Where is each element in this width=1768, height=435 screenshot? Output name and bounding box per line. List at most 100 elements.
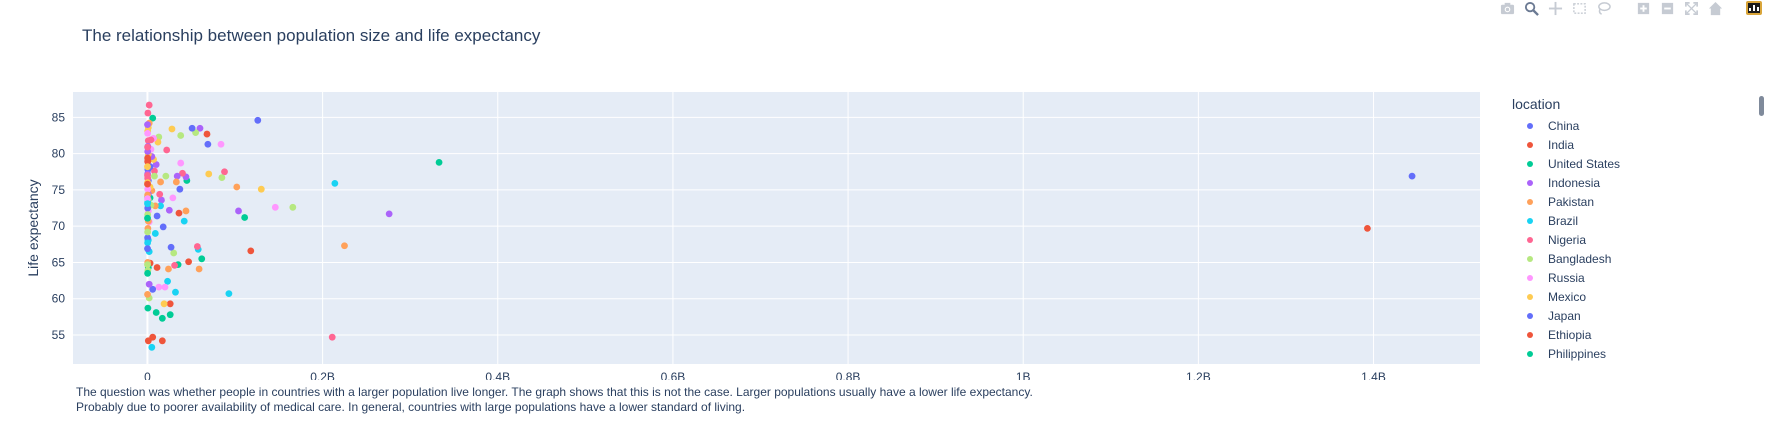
data-point[interactable] [179, 169, 186, 177]
zoom-icon[interactable] [1522, 0, 1540, 16]
data-point[interactable] [144, 109, 152, 117]
data-point[interactable] [165, 265, 172, 273]
data-point[interactable] [159, 223, 167, 231]
box-select-icon[interactable] [1570, 0, 1588, 16]
data-point[interactable] [162, 172, 170, 180]
lasso-icon[interactable] [1594, 0, 1612, 16]
legend-item[interactable]: Japan [1512, 306, 1620, 325]
data-point[interactable] [151, 172, 158, 180]
data-point[interactable] [170, 249, 178, 257]
camera-icon[interactable] [1498, 0, 1516, 16]
data-point[interactable] [196, 124, 204, 132]
data-point[interactable] [241, 214, 249, 221]
data-point[interactable] [144, 180, 151, 188]
data-point[interactable] [151, 167, 158, 175]
data-point[interactable] [155, 133, 163, 141]
legend-item[interactable]: Philippines [1512, 344, 1620, 363]
legend-item[interactable]: Bangladesh [1512, 249, 1620, 268]
legend-scrollbar[interactable] [1759, 96, 1764, 116]
legend-item[interactable]: Russia [1512, 268, 1620, 287]
data-point[interactable] [289, 203, 297, 211]
data-point[interactable] [271, 203, 279, 211]
data-point[interactable] [144, 228, 152, 236]
data-point[interactable] [166, 300, 174, 308]
data-point[interactable] [155, 283, 163, 291]
legend-item[interactable]: Indonesia [1512, 173, 1620, 192]
legend-item[interactable]: Nigeria [1512, 230, 1620, 249]
data-point[interactable] [171, 261, 178, 269]
data-point[interactable] [198, 255, 206, 263]
data-point[interactable] [225, 290, 233, 298]
data-point[interactable] [144, 200, 151, 208]
data-point[interactable] [203, 130, 211, 138]
legend-item[interactable]: Pakistan [1512, 192, 1620, 211]
data-point[interactable] [257, 185, 265, 193]
data-point[interactable] [161, 283, 169, 291]
data-point[interactable] [160, 300, 168, 308]
data-point[interactable] [164, 277, 171, 285]
data-point[interactable] [176, 185, 184, 193]
data-point[interactable] [144, 137, 152, 144]
data-point[interactable] [163, 146, 171, 154]
data-point[interactable] [152, 161, 160, 168]
legend-item[interactable]: India [1512, 135, 1620, 154]
data-point[interactable] [254, 116, 262, 124]
data-point[interactable] [172, 178, 180, 186]
data-point[interactable] [247, 247, 255, 255]
data-point[interactable] [144, 172, 151, 179]
data-point[interactable] [175, 209, 183, 217]
plotly-logo-icon[interactable] [1746, 1, 1762, 15]
data-point[interactable] [145, 280, 153, 288]
data-point[interactable] [233, 183, 241, 191]
data-point[interactable] [144, 195, 151, 203]
data-point[interactable] [1408, 172, 1416, 180]
data-point[interactable] [144, 304, 152, 312]
data-point[interactable] [144, 121, 151, 129]
data-point[interactable] [172, 288, 179, 296]
data-point[interactable] [185, 258, 193, 266]
data-point[interactable] [145, 101, 153, 109]
data-point[interactable] [182, 207, 190, 215]
data-point[interactable] [144, 234, 152, 242]
data-point[interactable] [144, 143, 152, 151]
data-point[interactable] [165, 206, 173, 214]
data-point[interactable] [169, 194, 177, 202]
data-point[interactable] [158, 196, 165, 204]
data-point[interactable] [144, 245, 151, 253]
data-point[interactable] [435, 158, 443, 166]
data-point[interactable] [152, 309, 160, 316]
legend-item[interactable]: Ethiopia [1512, 325, 1620, 344]
data-point[interactable] [195, 265, 203, 273]
data-point[interactable] [218, 174, 226, 181]
zoom-in-icon[interactable] [1634, 0, 1652, 16]
data-point[interactable] [153, 264, 161, 271]
data-point[interactable] [144, 337, 152, 345]
data-point[interactable] [153, 212, 161, 220]
data-point[interactable] [204, 140, 212, 148]
data-point[interactable] [157, 202, 164, 210]
data-point[interactable] [158, 337, 166, 345]
data-point[interactable] [149, 114, 157, 122]
data-point[interactable] [144, 185, 152, 193]
data-point[interactable] [149, 285, 157, 293]
data-point[interactable] [205, 170, 213, 178]
data-point[interactable] [221, 168, 228, 176]
legend-item[interactable]: Mexico [1512, 287, 1620, 306]
data-point[interactable] [331, 179, 339, 187]
autoscale-icon[interactable] [1682, 0, 1700, 16]
pan-icon[interactable] [1546, 0, 1564, 16]
data-point[interactable] [177, 159, 185, 167]
data-point[interactable] [385, 210, 393, 218]
legend-item[interactable]: China [1512, 116, 1620, 135]
data-point[interactable] [157, 178, 164, 186]
data-point[interactable] [151, 230, 159, 237]
legend-item[interactable]: United States [1512, 154, 1620, 173]
reset-axes-icon[interactable] [1706, 0, 1724, 16]
data-point[interactable] [177, 132, 185, 139]
data-point[interactable] [180, 217, 188, 225]
data-point[interactable] [148, 343, 156, 351]
data-point[interactable] [144, 290, 151, 298]
data-point[interactable] [193, 243, 201, 250]
data-point[interactable] [173, 172, 181, 180]
zoom-out-icon[interactable] [1658, 0, 1676, 16]
